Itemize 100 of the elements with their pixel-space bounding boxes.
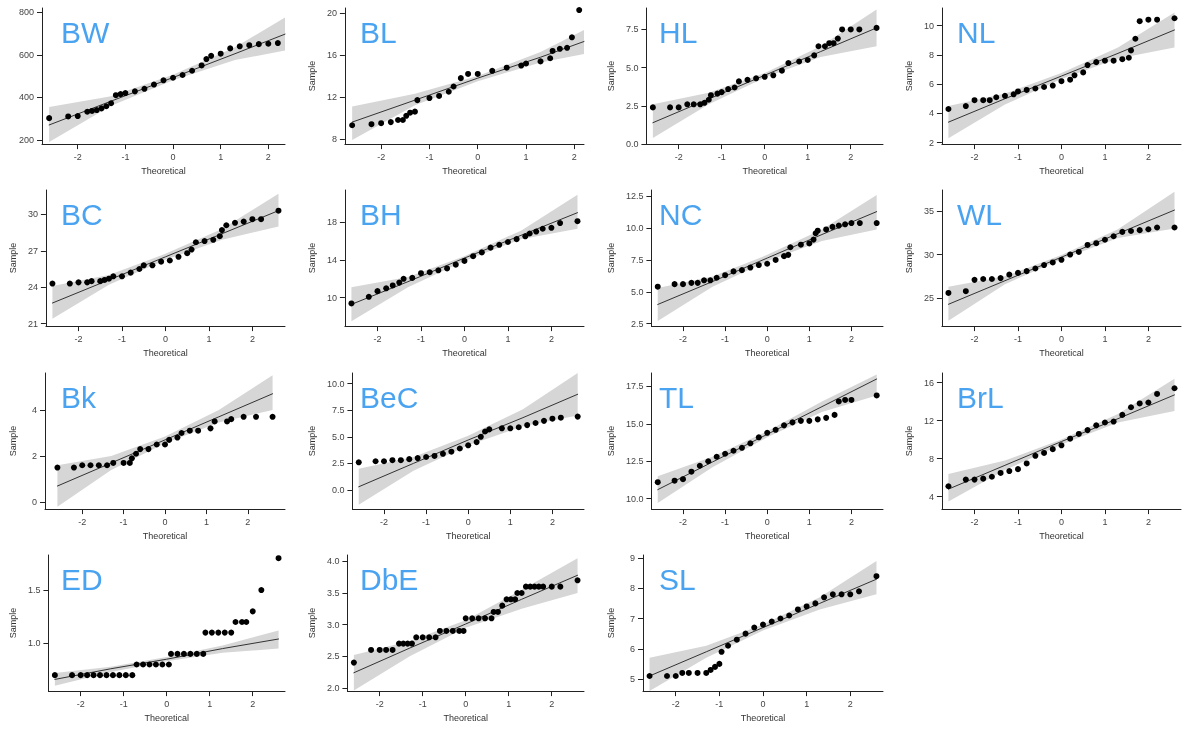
x-axis-title: Theoretical bbox=[445, 530, 491, 540]
y-tick-label: 10.0 bbox=[625, 223, 643, 234]
x-tick-label: 1 bbox=[505, 333, 511, 344]
point bbox=[1041, 84, 1048, 91]
x-axis-title: Theoretical bbox=[744, 530, 789, 540]
point bbox=[1076, 430, 1083, 437]
y-tick-label: 25 bbox=[924, 293, 935, 304]
point bbox=[192, 239, 199, 246]
point bbox=[1015, 465, 1022, 472]
y-tick-label: 6 bbox=[929, 79, 935, 90]
chart-title: SL bbox=[658, 562, 696, 596]
point bbox=[274, 40, 281, 47]
chart-title: BC bbox=[61, 197, 103, 231]
y-axis-title: Sample bbox=[605, 607, 615, 639]
point bbox=[377, 120, 384, 127]
point bbox=[772, 426, 779, 433]
point bbox=[104, 461, 111, 468]
point bbox=[275, 554, 282, 561]
x-tick-label: -2 bbox=[970, 151, 979, 162]
point bbox=[557, 583, 564, 590]
y-tick-label: 10.0 bbox=[625, 493, 643, 504]
point bbox=[1110, 57, 1117, 64]
point bbox=[746, 439, 753, 446]
point bbox=[1145, 226, 1152, 233]
point bbox=[855, 588, 862, 595]
point bbox=[258, 216, 265, 223]
point bbox=[201, 238, 208, 245]
point bbox=[1058, 257, 1065, 264]
point bbox=[822, 414, 829, 421]
point bbox=[97, 671, 104, 678]
x-tick-label: 0 bbox=[162, 516, 168, 527]
point bbox=[1041, 449, 1048, 456]
point bbox=[389, 456, 396, 463]
point bbox=[523, 421, 530, 428]
point bbox=[1015, 88, 1022, 95]
x-tick-label: 2 bbox=[848, 333, 854, 344]
y-tick-label: 12 bbox=[924, 415, 935, 426]
point bbox=[557, 414, 564, 421]
point bbox=[829, 591, 836, 598]
x-tick-label: -2 bbox=[678, 516, 687, 527]
point bbox=[724, 642, 731, 649]
point bbox=[563, 44, 570, 51]
point bbox=[448, 448, 455, 455]
x-axis-title: Theoretical bbox=[441, 165, 487, 176]
point bbox=[475, 615, 482, 622]
point bbox=[778, 67, 785, 74]
point bbox=[486, 425, 493, 432]
point bbox=[84, 671, 91, 678]
point bbox=[646, 672, 653, 679]
x-tick-label: -1 bbox=[1014, 151, 1023, 162]
point bbox=[355, 458, 362, 465]
point bbox=[675, 104, 682, 111]
point bbox=[1119, 411, 1126, 418]
point bbox=[179, 71, 186, 78]
point bbox=[240, 218, 247, 225]
x-axis-title: Theoretical bbox=[142, 530, 188, 540]
point bbox=[687, 280, 694, 287]
y-tick-label: 3.5 bbox=[326, 587, 340, 598]
point bbox=[678, 669, 685, 676]
point bbox=[1050, 259, 1057, 266]
x-tick-label: 0 bbox=[465, 516, 471, 527]
y-tick-label: 5 bbox=[629, 673, 635, 684]
x-tick-label: -2 bbox=[78, 516, 87, 527]
point bbox=[122, 90, 129, 97]
x-axis-title: Theoretical bbox=[441, 347, 487, 358]
y-tick-label: 4 bbox=[929, 491, 935, 502]
x-tick-label: -1 bbox=[117, 333, 126, 344]
point bbox=[236, 43, 243, 50]
point bbox=[208, 629, 215, 636]
point bbox=[90, 671, 97, 678]
point bbox=[348, 300, 355, 307]
point bbox=[1154, 224, 1161, 231]
point bbox=[417, 270, 424, 277]
point bbox=[556, 220, 563, 227]
point bbox=[532, 419, 539, 426]
x-tick-label: 2 bbox=[548, 333, 554, 344]
point bbox=[394, 117, 401, 124]
y-tick-label: 7 bbox=[629, 613, 635, 624]
point bbox=[160, 77, 167, 84]
point bbox=[1050, 82, 1057, 89]
point bbox=[707, 92, 714, 99]
x-tick-label: 0 bbox=[1059, 333, 1065, 344]
point bbox=[1084, 426, 1091, 433]
point bbox=[400, 276, 407, 283]
y-tick-label: 7.5 bbox=[331, 404, 345, 415]
point bbox=[804, 56, 811, 63]
point bbox=[980, 276, 987, 283]
point bbox=[847, 396, 854, 403]
chart-title: HL bbox=[658, 15, 697, 49]
y-tick-label: 4 bbox=[929, 108, 935, 119]
point bbox=[414, 97, 421, 104]
point bbox=[65, 113, 72, 120]
point bbox=[426, 95, 433, 102]
x-tick-label: -1 bbox=[119, 698, 128, 709]
point bbox=[831, 411, 838, 418]
y-tick-label: 17.5 bbox=[625, 380, 643, 391]
point bbox=[704, 457, 711, 464]
x-tick-label: 2 bbox=[571, 151, 577, 162]
x-tick-label: 2 bbox=[548, 698, 554, 709]
point bbox=[1145, 16, 1152, 23]
